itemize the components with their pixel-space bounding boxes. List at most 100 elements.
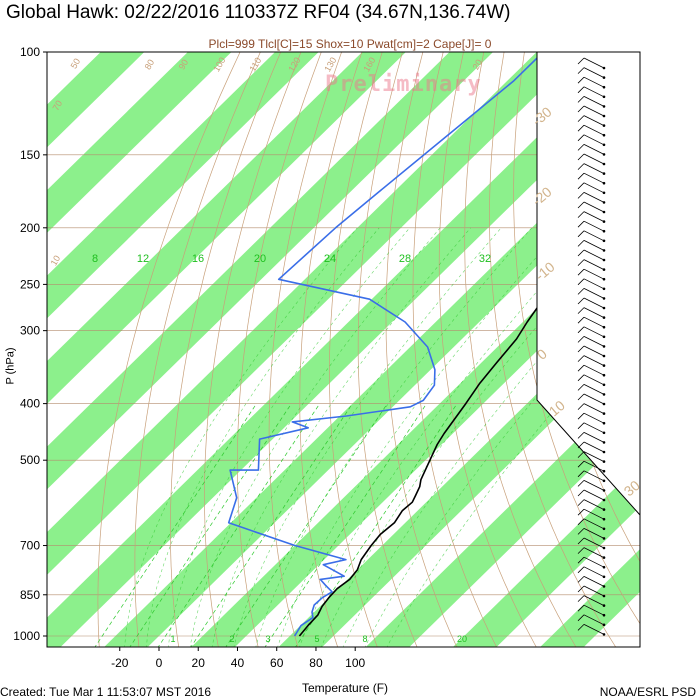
wind-barb	[583, 124, 605, 136]
wind-barb	[583, 384, 605, 395]
dry-adiabat	[169, 52, 282, 647]
wind-barb	[583, 518, 605, 530]
wind-barb	[583, 393, 605, 405]
wind-barb-flag	[577, 288, 585, 295]
dry-adiabat	[438, 52, 537, 647]
adiabat-label: 70	[51, 99, 65, 113]
wind-barb-flag	[577, 441, 585, 449]
wind-barb	[583, 192, 605, 203]
wind-barb	[583, 278, 605, 290]
dry-adiabat	[687, 52, 700, 648]
moist-adiabat	[386, 309, 640, 647]
wind-barb-flag	[577, 115, 585, 122]
wind-barb-dot	[602, 172, 606, 175]
wind-barb-flag	[577, 240, 585, 247]
dry-adiabat	[646, 52, 700, 648]
wind-barb	[583, 144, 605, 155]
isotherm-band	[47, 52, 581, 575]
y-tick-label: 300	[20, 324, 40, 338]
wind-barb-dot	[602, 124, 606, 127]
isotherm-band	[365, 378, 640, 647]
wind-barb	[583, 547, 605, 558]
mixing-ratio-bottom-label: 20	[457, 634, 467, 644]
wind-barb-flag	[577, 278, 585, 286]
wind-barb-dot	[602, 181, 606, 185]
wind-barb-dot	[602, 249, 606, 252]
wind-barb-dot	[602, 393, 606, 396]
wind-barb	[583, 499, 605, 510]
mixing-ratio-bottom-label: 5	[314, 634, 319, 644]
x-tick-label: 40	[231, 656, 245, 670]
wind-barb	[583, 115, 605, 126]
wind-barb	[583, 67, 605, 78]
wind-barb-dot	[602, 498, 606, 502]
wind-barb	[583, 105, 605, 117]
dewpoint-line	[227, 52, 544, 637]
wind-barb	[583, 268, 605, 280]
temperature-line	[298, 185, 640, 637]
dry-adiabat	[329, 52, 383, 647]
wind-barb	[583, 220, 605, 232]
moist-adiabat	[211, 227, 471, 647]
x-tick-label: 20	[192, 656, 206, 670]
wind-barb-flag	[577, 345, 585, 353]
wind-barb-dot	[602, 402, 606, 406]
wind-barb-flag	[577, 393, 585, 401]
wind-barb-flag	[577, 201, 585, 209]
wind-barb-flag	[577, 355, 585, 362]
isotherm-band	[47, 52, 232, 233]
moist-adiabat	[277, 227, 563, 647]
x-tick-label: 60	[270, 656, 284, 670]
wind-barb-dot	[602, 66, 606, 70]
wind-barb-flag	[577, 480, 585, 487]
wind-barb-flag	[577, 57, 585, 65]
wind-barb-dot	[602, 412, 606, 415]
wind-barb-flag	[577, 124, 585, 132]
wind-barb	[583, 432, 605, 443]
x-tick-label: 100	[345, 656, 365, 670]
y-tick-label: 100	[20, 45, 40, 59]
wind-barb	[583, 153, 605, 165]
mixing-ratio-label: 16	[192, 253, 204, 265]
dry-adiabat	[237, 52, 322, 647]
wind-barb-dot	[602, 316, 606, 319]
y-tick-label: 400	[20, 397, 40, 411]
wind-barb	[583, 566, 605, 578]
wind-barb-dot	[602, 364, 606, 367]
wind-barb-flag	[577, 537, 585, 545]
wind-barb-dot	[602, 153, 606, 156]
wind-barb-dot	[602, 450, 606, 454]
wind-barb	[583, 345, 605, 357]
wind-barb-flag	[577, 220, 585, 228]
wind-barb-flag	[577, 528, 585, 535]
adiabat-label: 80	[143, 58, 157, 72]
wind-barb-dot	[602, 460, 606, 463]
wind-barb-flag	[577, 230, 585, 238]
wind-barb-flag	[577, 144, 585, 151]
wind-barb	[583, 201, 605, 213]
wind-barb-flag	[577, 460, 585, 468]
wind-barb-dot	[602, 575, 606, 579]
wind-barb-dot	[602, 354, 606, 358]
wind-barb	[583, 134, 605, 146]
adiabat-label: 90	[177, 58, 191, 72]
wind-barb	[583, 364, 605, 376]
wind-barb-dot	[602, 95, 606, 99]
wind-barb-dot	[602, 537, 606, 540]
wind-barb-flag	[577, 547, 585, 554]
dry-adiabat	[667, 52, 700, 648]
wind-barb	[583, 182, 605, 194]
wind-barb-dot	[602, 335, 606, 339]
wind-barb	[583, 412, 605, 424]
wind-barb	[583, 355, 605, 366]
wind-barb-flag	[577, 211, 585, 218]
wind-barb-dot	[602, 220, 606, 223]
wind-barb	[583, 403, 605, 414]
dry-adiabat	[299, 52, 363, 647]
wind-barb	[583, 624, 605, 635]
dry-adiabat	[357, 52, 418, 647]
wind-barb-flag	[577, 297, 585, 305]
wind-barb	[583, 316, 605, 328]
y-tick-label: 700	[20, 539, 40, 553]
wind-barb-flag	[577, 364, 585, 372]
